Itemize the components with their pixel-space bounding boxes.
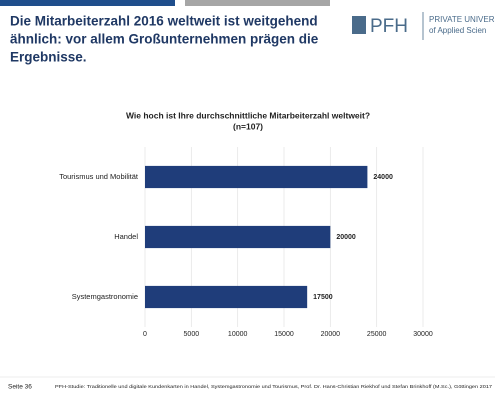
slide-title: Die Mitarbeiterzahl 2016 weltweit ist we… [10, 14, 319, 65]
x-tick-label: 25000 [367, 331, 387, 338]
x-tick-label: 20000 [321, 331, 341, 338]
x-tick-label: 5000 [184, 331, 200, 338]
y-tick-label: Tourismus und Mobilität [59, 172, 139, 181]
x-tick-label: 0 [143, 331, 147, 338]
title-line: Ergebnisse. [10, 50, 87, 65]
y-tick-label: Systemgastronomie [72, 292, 138, 301]
footer-page: Seite 36 [8, 384, 32, 391]
data-label: 17500 [313, 294, 333, 301]
logo-line: PRIVATE UNIVERS [429, 15, 495, 24]
top-strip-gray [185, 0, 330, 6]
y-tick-label: Handel [114, 232, 138, 241]
bar [145, 165, 368, 189]
x-tick-label: 10000 [228, 331, 248, 338]
footer-source: PFH-Studie: Traditionelle und digitale K… [55, 384, 493, 389]
x-tick-label: 15000 [274, 331, 294, 338]
logo-icon [352, 16, 366, 34]
data-label: 20000 [336, 234, 356, 241]
top-strip-blue [0, 0, 175, 6]
title-line: Die Mitarbeiterzahl 2016 weltweit ist we… [10, 14, 318, 29]
logo-line: of Applied Scien [429, 26, 486, 35]
bar [145, 225, 331, 249]
bar [145, 285, 308, 309]
chart-subtitle: (n=107) [233, 121, 263, 131]
x-tick-label: 30000 [413, 331, 433, 338]
data-label: 24000 [373, 174, 393, 181]
title-line: ähnlich: vor allem Großunternehmen präge… [10, 32, 319, 47]
logo-mark: PFH [370, 16, 408, 37]
chart-title: Wie hoch ist Ihre durchschnittliche Mita… [126, 110, 370, 120]
plot: 0 5000 10000 15000 20000 25000 30000 Tourismus … [59, 147, 433, 338]
